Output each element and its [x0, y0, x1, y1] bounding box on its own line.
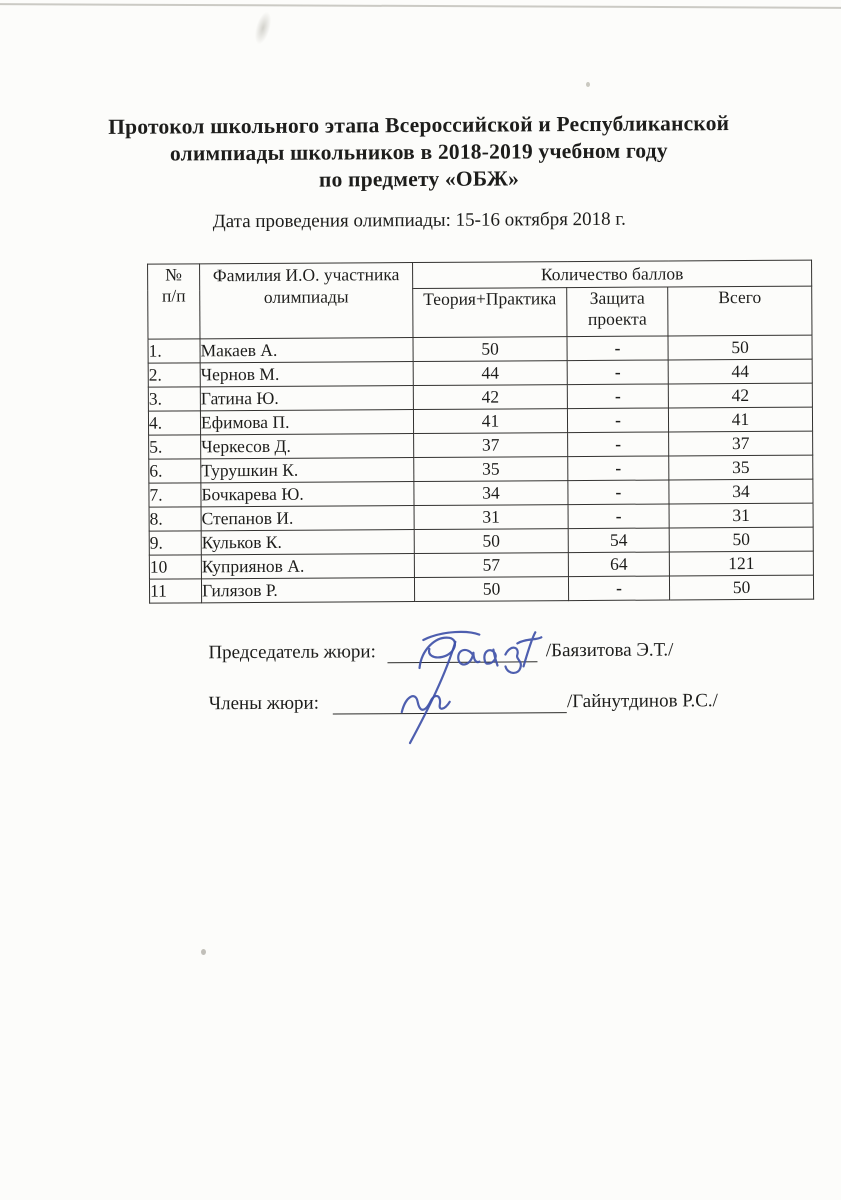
chair-label: Председатель жюри: — [208, 641, 376, 664]
project-defense-score-cell: - — [567, 359, 669, 385]
chair-signature-line — [387, 641, 538, 664]
row-number-cell: 5. — [148, 434, 201, 460]
header-num-sign: № — [165, 264, 183, 285]
header-total: Всего — [667, 286, 813, 336]
theory-practice-score-cell: 57 — [414, 552, 569, 578]
participant-name-cell: Бочкарева Ю. — [200, 481, 415, 507]
theory-practice-score-cell: 35 — [413, 456, 568, 482]
project-defense-score-cell: - — [568, 503, 670, 529]
row-number-cell: 3. — [148, 386, 201, 412]
total-score-cell: 34 — [668, 479, 814, 504]
header-row-number: № п/п — [147, 263, 201, 340]
title-line-1: Протокол школьного этапа Всероссийской и… — [108, 111, 730, 139]
row-number-cell: 7. — [148, 482, 202, 508]
chair-signature-row: Председатель жюри: /Баязитова Э.Т./ — [208, 639, 673, 664]
table-row: 11 Гилязов Р. 50-50 — [149, 575, 814, 604]
theory-practice-score-cell: 34 — [413, 480, 569, 506]
table-header: № п/п Фамилия И.О. участника олимпиады К… — [147, 260, 813, 340]
row-number-cell: 6. — [148, 458, 201, 484]
total-score-cell: 31 — [669, 503, 814, 528]
participant-name-cell: Гатина Ю. — [200, 385, 414, 411]
theory-practice-score-cell: 44 — [413, 360, 568, 386]
participant-name-cell: Кульков К. — [201, 529, 415, 555]
project-defense-score-cell: 64 — [568, 551, 670, 577]
header-project-defense: Защита проекта — [566, 286, 668, 337]
total-score-cell: 41 — [668, 407, 813, 432]
row-number-cell: 4. — [148, 410, 201, 436]
members-signature-line — [332, 692, 568, 715]
theory-practice-score-cell: 50 — [414, 576, 569, 602]
scan-speck — [586, 82, 590, 87]
members-signature-row: Члены жюри: /Гайнутдинов Р.С./ — [209, 690, 718, 715]
total-score-cell: 35 — [668, 455, 813, 480]
participant-name-cell: Куприянов А. — [201, 553, 415, 579]
header-participant: Фамилия И.О. участника олимпиады — [199, 262, 413, 339]
theory-practice-score-cell: 37 — [413, 432, 568, 458]
theory-practice-score-cell: 41 — [413, 408, 568, 434]
theory-practice-score-cell: 31 — [414, 504, 569, 530]
project-defense-score-cell: - — [567, 479, 670, 505]
participant-name-cell: Ефимова П. — [200, 409, 414, 435]
participant-name-cell: Чернов М. — [200, 361, 414, 387]
participant-name-cell: Степанов И. — [201, 505, 415, 531]
theory-practice-score-cell: 50 — [412, 336, 568, 362]
theory-practice-score-cell: 50 — [414, 528, 569, 554]
total-score-cell: 37 — [668, 431, 813, 456]
handwritten-signature-ink — [400, 630, 543, 745]
row-number-cell: 11 — [149, 578, 202, 604]
table-body: 1. Макаев А. 50-50 2. Чернов М. 44-44 3. Гатина… — [148, 335, 814, 604]
row-number-cell: 9. — [149, 530, 202, 556]
project-defense-score-cell: - — [567, 455, 669, 481]
results-table: № п/п Фамилия И.О. участника олимпиады К… — [147, 260, 814, 604]
header-num-pp: п/п — [161, 285, 186, 306]
members-name: /Гайнутдинов Р.С./ — [566, 690, 718, 713]
project-defense-score-cell: - — [567, 383, 669, 409]
total-score-cell: 50 — [667, 335, 813, 360]
participant-name-cell: Турушкин К. — [200, 457, 414, 483]
total-score-cell: 50 — [669, 575, 814, 600]
olympiad-date: Дата проведения олимпиады: 15-16 октября… — [212, 208, 626, 233]
scan-speck — [201, 949, 206, 955]
total-score-cell: 44 — [668, 359, 813, 384]
project-defense-score-cell: - — [566, 335, 669, 361]
project-defense-score-cell: - — [567, 407, 669, 433]
participant-name-cell: Гилязов Р. — [201, 577, 415, 603]
project-defense-score-cell: 54 — [568, 527, 670, 553]
total-score-cell: 42 — [668, 383, 813, 408]
header-theory-practice: Теория+Практика — [412, 287, 567, 338]
row-number-cell: 2. — [148, 362, 201, 388]
members-label: Члены жюри: — [208, 692, 320, 715]
participant-name-cell: Макаев А. — [200, 337, 414, 363]
header-score-group: Количество баллов — [412, 260, 812, 289]
document-title: Протокол школьного этапа Всероссийской и… — [0, 109, 840, 195]
row-number-cell: 10 — [149, 554, 202, 580]
project-defense-score-cell: - — [568, 575, 670, 601]
theory-practice-score-cell: 42 — [413, 384, 568, 410]
chair-name: /Баязитова Э.Т./ — [545, 639, 674, 662]
row-number-cell: 8. — [149, 506, 202, 532]
title-line-3: по предмету «ОБЖ» — [318, 166, 520, 192]
row-number-cell: 1. — [148, 338, 201, 364]
total-score-cell: 121 — [669, 551, 814, 576]
participant-name-cell: Черкесов Д. — [200, 433, 414, 459]
total-score-cell: 50 — [669, 527, 814, 552]
project-defense-score-cell: - — [567, 431, 669, 457]
